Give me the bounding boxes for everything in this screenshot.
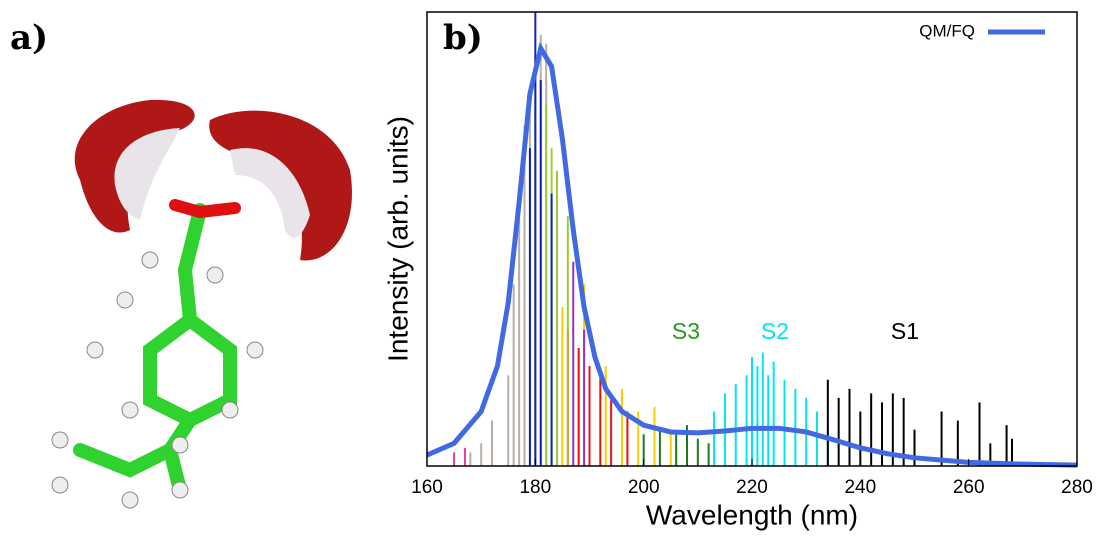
y-axis-label: Intensity (arb. units) xyxy=(382,116,413,362)
x-tick-label: 220 xyxy=(736,477,768,498)
legend-label: QM/FQ xyxy=(919,21,975,40)
panel-label: a) xyxy=(10,18,48,58)
line xyxy=(426,41,1078,468)
panel-label: b) xyxy=(443,18,483,58)
x-tick-label: 240 xyxy=(844,477,876,498)
x-tick-label: 280 xyxy=(1061,477,1093,498)
x-tick-label: 160 xyxy=(411,477,443,498)
annotation: S3 xyxy=(672,318,700,344)
x-tick-label: 200 xyxy=(628,477,660,498)
molecule-illustration xyxy=(51,99,352,509)
x-tick-label: 260 xyxy=(953,477,985,498)
x-tick-label: 180 xyxy=(519,477,551,498)
x-axis-label: Wavelength (nm) xyxy=(646,499,858,530)
annotation: S1 xyxy=(891,318,919,344)
annotation: S2 xyxy=(761,318,789,344)
